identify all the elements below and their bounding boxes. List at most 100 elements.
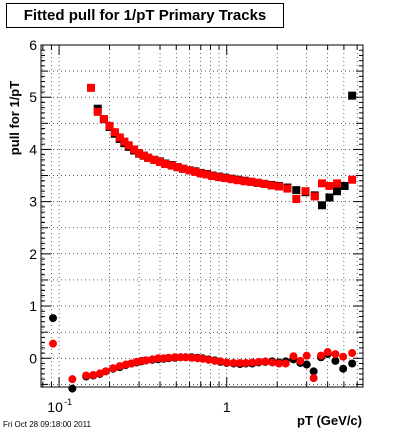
- data-point: [348, 359, 357, 368]
- data-point: [333, 187, 342, 196]
- data-point: [253, 178, 262, 187]
- data-point: [170, 353, 179, 362]
- data-point: [156, 157, 165, 166]
- data-point: [167, 161, 176, 170]
- data-point: [68, 384, 77, 393]
- data-point: [208, 172, 217, 181]
- data-point: [210, 356, 219, 365]
- data-point: [150, 155, 159, 164]
- data-point: [120, 137, 129, 146]
- data-point: [339, 364, 348, 373]
- data-point: [139, 151, 148, 160]
- data-point: [301, 187, 310, 196]
- data-point: [316, 351, 325, 360]
- y-axis-label: pull for 1/pT: [7, 81, 22, 155]
- data-point: [296, 356, 305, 365]
- x-tick-label-exponent: -1: [64, 397, 72, 407]
- data-point: [302, 351, 311, 360]
- data-point: [204, 355, 213, 364]
- data-point: [109, 364, 118, 373]
- data-point: [323, 348, 332, 357]
- y-tick-label: 2: [29, 246, 37, 262]
- data-point: [274, 182, 283, 191]
- y-tick-label: 1: [29, 298, 37, 314]
- data-point: [68, 375, 77, 384]
- data-point: [281, 359, 290, 368]
- data-point: [248, 358, 257, 367]
- series-2: [49, 314, 357, 393]
- data-point: [325, 181, 334, 190]
- data-point: [89, 370, 98, 379]
- data-point: [310, 192, 319, 201]
- data-point: [135, 149, 144, 158]
- data-point: [317, 201, 326, 210]
- data-point: [302, 360, 311, 369]
- data-point: [49, 339, 58, 348]
- data-point: [82, 371, 91, 380]
- data-point: [110, 128, 119, 137]
- chart-title: Fitted pull for 1/pT Primary Tracks: [6, 3, 284, 28]
- data-points: [49, 83, 357, 393]
- data-point: [115, 133, 124, 142]
- grid: [41, 44, 363, 387]
- data-point: [202, 170, 211, 179]
- data-point: [348, 91, 357, 100]
- data-point: [105, 121, 114, 130]
- data-point: [49, 314, 58, 323]
- data-point: [216, 357, 225, 366]
- data-point: [235, 358, 244, 367]
- data-point: [292, 195, 301, 204]
- series-3: [49, 339, 357, 384]
- data-point: [261, 357, 270, 366]
- data-point: [161, 160, 170, 169]
- data-point: [325, 193, 334, 202]
- data-point: [348, 349, 357, 358]
- data-point: [93, 107, 102, 116]
- data-point: [99, 115, 108, 124]
- data-point: [260, 179, 269, 188]
- data-point: [331, 350, 340, 359]
- data-point: [181, 353, 190, 362]
- plot-frame: [40, 44, 364, 388]
- data-point: [274, 359, 283, 368]
- data-point: [333, 179, 342, 188]
- data-point: [173, 163, 182, 172]
- data-point: [130, 145, 139, 154]
- data-point: [254, 357, 263, 366]
- data-point: [115, 362, 124, 371]
- data-point: [142, 356, 151, 365]
- data-point: [309, 367, 318, 376]
- y-tick-label: 0: [29, 350, 37, 366]
- data-point: [164, 353, 173, 362]
- x-tick-label: 10 -1: [47, 397, 72, 415]
- data-point: [348, 175, 357, 184]
- x-tick-label: 1: [223, 399, 231, 415]
- y-tick-label: 4: [29, 141, 37, 157]
- timestamp: Fri Oct 28 09:18:00 2011: [3, 420, 91, 429]
- data-point: [86, 83, 95, 92]
- series-1: [86, 83, 357, 204]
- data-point: [191, 167, 200, 176]
- y-tick-labels: 0 1 2 3 4 5 6: [29, 37, 37, 366]
- data-point: [229, 358, 238, 367]
- y-tick-label: 6: [29, 37, 37, 53]
- y-tick-label: 3: [29, 194, 37, 210]
- axis-ticks: [41, 44, 363, 387]
- data-point: [185, 166, 194, 175]
- data-point: [221, 174, 230, 183]
- data-point: [179, 164, 188, 173]
- data-point: [309, 374, 318, 383]
- data-point: [340, 181, 349, 190]
- data-point: [196, 169, 205, 178]
- data-point: [317, 179, 326, 188]
- data-point: [241, 358, 250, 367]
- data-point: [247, 177, 256, 186]
- data-point: [289, 352, 298, 361]
- data-point: [331, 356, 340, 365]
- data-point: [124, 141, 133, 150]
- data-point: [292, 186, 301, 195]
- data-point: [339, 352, 348, 361]
- data-point: [240, 177, 249, 186]
- data-point: [144, 153, 153, 162]
- x-axis-label: pT (GeV/c): [297, 413, 362, 428]
